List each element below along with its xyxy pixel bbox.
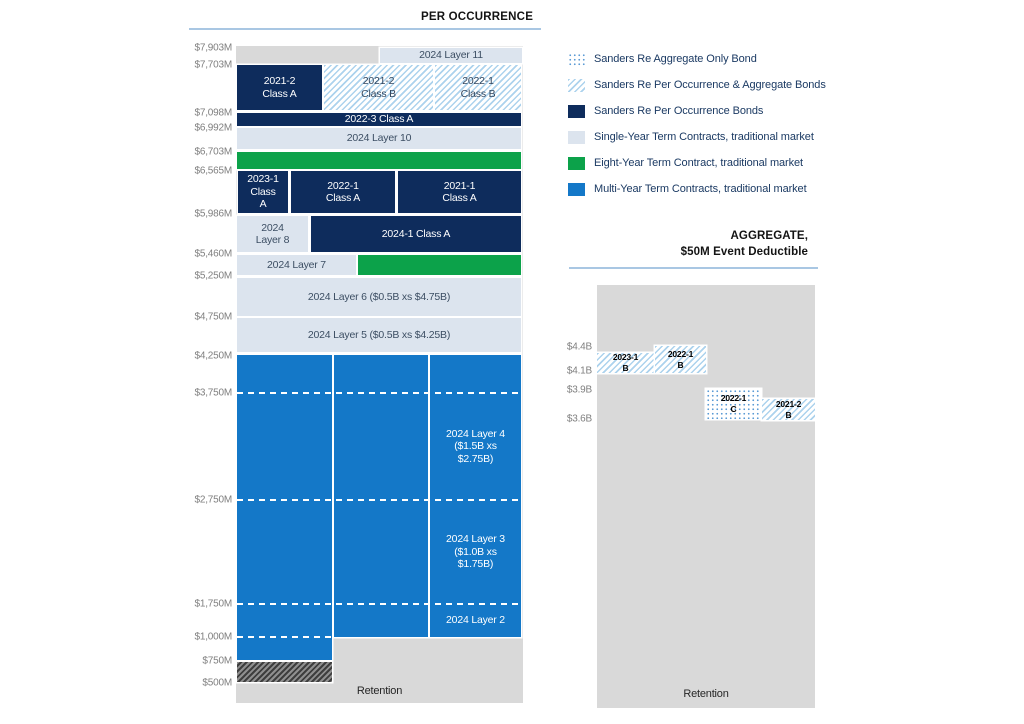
- block-2022-1-c: 2022-1 C: [706, 389, 761, 419]
- aggregate-y-axis: $4.4B $4.1B $3.9B $3.6B: [552, 285, 592, 708]
- aggregate-title: AGGREGATE, $50M Event Deductible: [558, 228, 808, 260]
- y-axis-tick: $5,460M: [194, 248, 232, 260]
- legend-item: Multi-Year Term Contracts, traditional m…: [568, 176, 826, 202]
- block-2021-1-class-a: 2021-1 Class A: [398, 171, 521, 213]
- legend-item: Sanders Re Per Occurrence & Aggregate Bo…: [568, 72, 826, 98]
- y-axis-tick: $7,098M: [194, 107, 232, 119]
- block-eight-year-lower: [358, 255, 521, 275]
- block-2024-1-class-a: 2024-1 Class A: [311, 216, 521, 252]
- label-2024-layer-3: 2024 Layer 3 ($1.0B xs $1.75B): [446, 533, 505, 571]
- aggregate-plot-area: Retention 2023-1 B 2022-1 B 2022-1 C 2021-2…: [597, 285, 815, 708]
- y-axis-tick: $2,750M: [194, 494, 232, 506]
- y-axis-tick: $7,703M: [194, 59, 232, 71]
- block-2022-1-class-b: 2022-1 Class B: [435, 65, 521, 110]
- legend: Sanders Re Aggregate Only Bond Sanders Re…: [568, 46, 826, 202]
- y-axis-tick: $4,750M: [194, 311, 232, 323]
- y-axis-tick: $3,750M: [194, 387, 232, 399]
- dashed-layer-boundary: [237, 636, 332, 638]
- block-2022-1-b: 2022-1 B: [655, 346, 706, 373]
- block-multi-year-column-2: [334, 355, 428, 637]
- block-eight-year-upper: [237, 152, 521, 169]
- aggregate-title-underline: [569, 267, 818, 269]
- y-axis-tick: $750M: [202, 655, 232, 667]
- legend-swatch-per-occ-and-agg: [568, 78, 585, 92]
- block-2022-1-class-a: 2022-1 Class A: [291, 171, 395, 213]
- per-occurrence-title-underline: [189, 28, 541, 30]
- legend-item-label: Sanders Re Aggregate Only Bond: [594, 53, 757, 65]
- per-occurrence-retention-label: Retention: [356, 685, 403, 697]
- block-2024-layer-10: 2024 Layer 10: [237, 128, 521, 149]
- y-axis-tick: $3.6B: [566, 413, 592, 425]
- y-axis-tick: $1,750M: [194, 598, 232, 610]
- y-axis-tick: $6,992M: [194, 122, 232, 134]
- block-2024-layer-8: 2024 Layer 8: [237, 216, 308, 252]
- block-retention-hatch: [237, 662, 332, 682]
- legend-item: Single-Year Term Contracts, traditional …: [568, 124, 826, 150]
- per-occurrence-title: PER OCCURRENCE: [421, 11, 534, 23]
- legend-item-label: Multi-Year Term Contracts, traditional m…: [594, 183, 807, 195]
- aggregate-retention-label: Retention: [683, 688, 729, 700]
- y-axis-tick: $6,565M: [194, 165, 232, 177]
- block-2024-layer-5: 2024 Layer 5 ($0.5B xs $4.25B): [237, 318, 521, 352]
- y-axis-tick: $4.4B: [566, 341, 592, 353]
- block-multi-year-column-1: [237, 355, 332, 660]
- dashed-layer-boundary: [237, 392, 521, 394]
- y-axis-tick: $1,000M: [194, 631, 232, 643]
- block-2024-layer-7: 2024 Layer 7: [237, 255, 356, 275]
- legend-swatch-eight-year: [568, 156, 585, 170]
- y-axis-tick: $7,903M: [194, 42, 232, 54]
- block-multi-year-column-3: [430, 355, 521, 637]
- legend-item-label: Sanders Re Per Occurrence & Aggregate Bo…: [594, 79, 826, 91]
- block-2023-1-b: 2023-1 B: [597, 352, 654, 373]
- legend-item-label: Sanders Re Per Occurrence Bonds: [594, 105, 764, 117]
- block-2021-2-b: 2021-2 B: [762, 399, 815, 420]
- legend-swatch-per-occurrence: [568, 104, 585, 118]
- block-2023-1-class-a: 2023-1 Class A: [238, 171, 288, 213]
- legend-swatch-aggregate-only: [568, 52, 585, 66]
- block-2021-2-class-b: 2021-2 Class B: [324, 65, 433, 110]
- block-2022-3-class-a: 2022-3 Class A: [237, 113, 521, 126]
- legend-item: Sanders Re Aggregate Only Bond: [568, 46, 826, 72]
- label-2024-layer-4: 2024 Layer 4 ($1.5B xs $2.75B): [446, 427, 505, 465]
- legend-item: Sanders Re Per Occurrence Bonds: [568, 98, 826, 124]
- y-axis-tick: $3.9B: [566, 384, 592, 396]
- block-2024-layer-11: 2024 Layer 11: [380, 48, 522, 63]
- legend-item-label: Eight-Year Term Contract, traditional ma…: [594, 157, 803, 169]
- y-axis-tick: $6,703M: [194, 146, 232, 158]
- aggregate-title-line-2: $50M Event Deductible: [680, 246, 808, 258]
- block-2021-2-class-a: 2021-2 Class A: [237, 65, 322, 110]
- label-2024-layer-2: 2024 Layer 2: [446, 613, 505, 626]
- y-axis-tick: $500M: [202, 677, 232, 689]
- y-axis-tick: $5,986M: [194, 208, 232, 220]
- per-occurrence-y-axis: $7,903M $7,703M $7,098M $6,992M $6,703M $6,56…: [176, 42, 232, 703]
- block-2024-layer-6: 2024 Layer 6 ($0.5B xs $4.75B): [237, 278, 521, 316]
- per-occurrence-plot-area: Retention 2024 Layer 11 2021-2 Class A 202…: [236, 46, 523, 703]
- y-axis-tick: $4.1B: [566, 365, 592, 377]
- dashed-layer-boundary: [237, 603, 521, 605]
- legend-item-label: Single-Year Term Contracts, traditional …: [594, 131, 814, 143]
- aggregate-title-line-1: AGGREGATE,: [730, 230, 808, 242]
- y-axis-tick: $5,250M: [194, 270, 232, 282]
- legend-item: Eight-Year Term Contract, traditional ma…: [568, 150, 826, 176]
- dashed-layer-boundary: [237, 499, 521, 501]
- y-axis-tick: $4,250M: [194, 350, 232, 362]
- legend-swatch-multi-year: [568, 182, 585, 196]
- legend-swatch-single-year: [568, 130, 585, 144]
